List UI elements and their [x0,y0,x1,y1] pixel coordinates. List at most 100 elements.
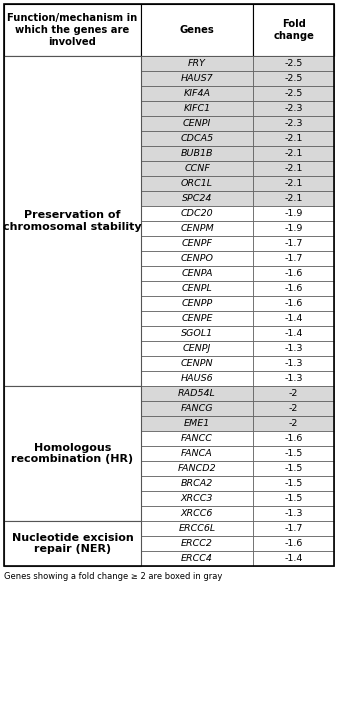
Text: ERCC4: ERCC4 [181,554,213,563]
Bar [4,4,334,566]
Bar [141,341,253,356]
Text: ERCC6L: ERCC6L [178,524,216,533]
Bar [141,386,253,401]
Text: CDC20: CDC20 [181,209,213,218]
Bar [253,221,334,236]
Bar [253,551,334,566]
Bar [141,251,253,266]
Bar [141,431,253,446]
Bar [141,401,253,416]
Bar [253,146,334,161]
Text: ORC1L: ORC1L [181,179,213,188]
Text: FANCG: FANCG [181,404,213,413]
Text: Genes: Genes [180,25,214,35]
Bar [141,326,253,341]
Bar [141,4,253,56]
Text: -1.3: -1.3 [284,359,303,368]
Text: FANCC: FANCC [181,434,213,443]
Bar [253,416,334,431]
Bar [253,386,334,401]
Bar [253,506,334,521]
Text: -2.5: -2.5 [284,74,303,83]
Bar [141,161,253,176]
Text: XRCC3: XRCC3 [181,494,213,503]
Bar [141,206,253,221]
Bar [253,476,334,491]
Bar [253,86,334,101]
Text: -1.6: -1.6 [284,284,303,293]
Text: -1.9: -1.9 [284,224,303,233]
Bar [253,401,334,416]
Bar [253,206,334,221]
Text: -2.5: -2.5 [284,59,303,68]
Bar [253,326,334,341]
Bar [141,281,253,296]
Bar [253,101,334,116]
Text: XRCC6: XRCC6 [181,509,213,518]
Text: CENPI: CENPI [183,119,211,128]
Text: HAUS7: HAUS7 [181,74,213,83]
Text: -2.1: -2.1 [284,164,303,173]
Text: CENPJ: CENPJ [183,344,211,353]
Bar [253,371,334,386]
Bar [141,236,253,251]
Bar [141,371,253,386]
Text: Nucleotide excision
repair (NER): Nucleotide excision repair (NER) [11,533,134,554]
Text: CCNF: CCNF [184,164,210,173]
Bar [141,521,253,536]
Bar [141,446,253,461]
Bar [141,221,253,236]
Text: -1.3: -1.3 [284,344,303,353]
Bar [4,56,141,386]
Text: BRCA2: BRCA2 [181,479,213,488]
Text: -2.1: -2.1 [284,149,303,158]
Bar [253,176,334,191]
Text: HAUS6: HAUS6 [181,374,213,383]
Bar [253,191,334,206]
Bar [141,86,253,101]
Bar [253,461,334,476]
Bar [253,356,334,371]
Text: -2: -2 [289,389,298,398]
Text: -2.3: -2.3 [284,104,303,113]
Bar [141,356,253,371]
Text: CENPP: CENPP [182,299,213,308]
Bar [141,506,253,521]
Bar [253,281,334,296]
Bar [253,536,334,551]
Bar [253,56,334,71]
Text: -1.3: -1.3 [284,509,303,518]
Text: EME1: EME1 [184,419,210,428]
Bar [253,521,334,536]
Bar [253,296,334,311]
Bar [141,71,253,86]
Text: -2.3: -2.3 [284,119,303,128]
Text: -1.7: -1.7 [284,239,303,248]
Bar [141,296,253,311]
Bar [141,311,253,326]
Text: -1.6: -1.6 [284,434,303,443]
Bar [4,521,141,566]
Bar [253,341,334,356]
Text: CENPE: CENPE [181,314,213,323]
Bar [141,266,253,281]
Text: Function/mechanism in
which the genes are
involved: Function/mechanism in which the genes ar… [7,14,138,46]
Bar [253,446,334,461]
Bar [253,4,334,56]
Text: -1.3: -1.3 [284,374,303,383]
Bar [253,236,334,251]
Text: -2: -2 [289,419,298,428]
Text: -1.4: -1.4 [284,329,303,338]
Text: CENPA: CENPA [181,269,213,278]
Text: -2.5: -2.5 [284,89,303,98]
Bar [141,116,253,131]
Bar [141,416,253,431]
Bar [253,251,334,266]
Bar [141,536,253,551]
Bar [141,191,253,206]
Bar [253,311,334,326]
Text: CENPF: CENPF [182,239,213,248]
Text: -1.6: -1.6 [284,539,303,548]
Text: Preservation of
chromosomal stability: Preservation of chromosomal stability [3,210,142,232]
Text: -1.7: -1.7 [284,254,303,263]
